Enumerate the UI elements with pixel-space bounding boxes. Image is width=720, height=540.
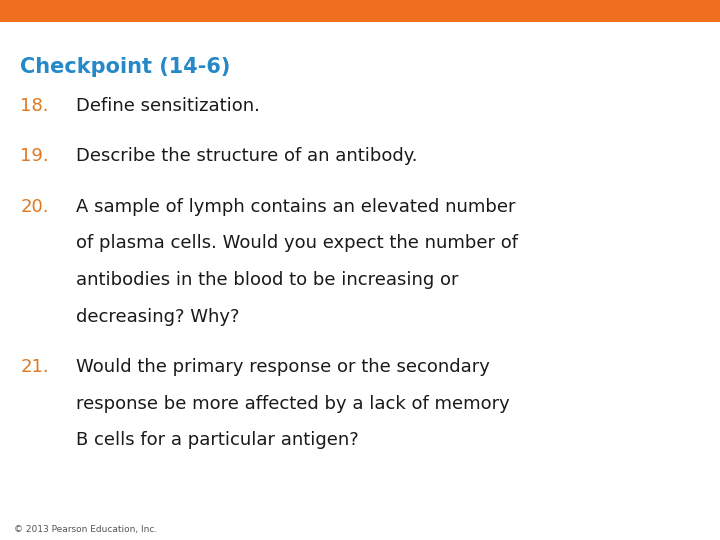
Text: response be more affected by a lack of memory: response be more affected by a lack of m… bbox=[76, 395, 509, 413]
Text: 18.: 18. bbox=[20, 97, 49, 115]
Text: Checkpoint (14-6): Checkpoint (14-6) bbox=[20, 57, 230, 77]
Text: A sample of lymph contains an elevated number: A sample of lymph contains an elevated n… bbox=[76, 198, 515, 215]
Text: 21.: 21. bbox=[20, 358, 49, 376]
Text: antibodies in the blood to be increasing or: antibodies in the blood to be increasing… bbox=[76, 271, 458, 289]
Text: 20.: 20. bbox=[20, 198, 49, 215]
Bar bbox=[0, 0, 720, 22]
Text: 19.: 19. bbox=[20, 147, 49, 165]
Text: B cells for a particular antigen?: B cells for a particular antigen? bbox=[76, 431, 359, 449]
Text: Define sensitization.: Define sensitization. bbox=[76, 97, 259, 115]
Text: decreasing? Why?: decreasing? Why? bbox=[76, 308, 239, 326]
Text: Would the primary response or the secondary: Would the primary response or the second… bbox=[76, 358, 490, 376]
Text: © 2013 Pearson Education, Inc.: © 2013 Pearson Education, Inc. bbox=[14, 524, 158, 534]
Text: Describe the structure of an antibody.: Describe the structure of an antibody. bbox=[76, 147, 417, 165]
Text: of plasma cells. Would you expect the number of: of plasma cells. Would you expect the nu… bbox=[76, 234, 518, 252]
